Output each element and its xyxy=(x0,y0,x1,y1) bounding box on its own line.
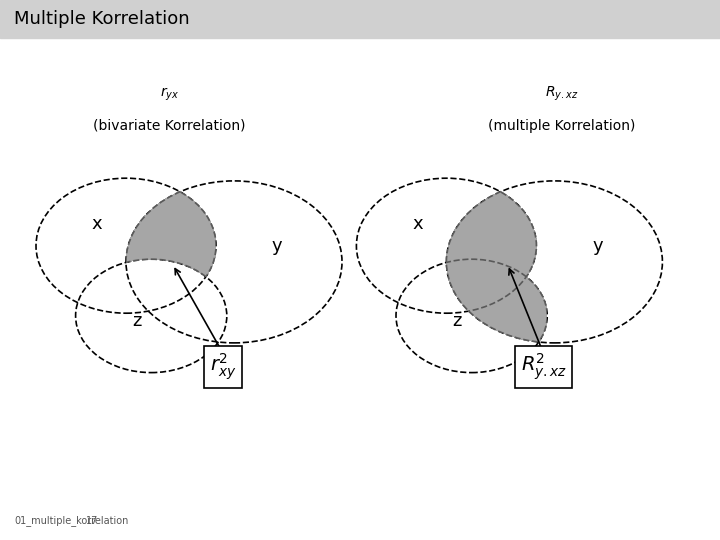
Text: $r_{yx}$: $r_{yx}$ xyxy=(160,85,179,103)
Bar xyxy=(0,0,720,38)
Text: $R^{2}_{y.xz}$: $R^{2}_{y.xz}$ xyxy=(521,352,567,382)
Text: x: x xyxy=(92,215,102,233)
Text: $R_{y.xz}$: $R_{y.xz}$ xyxy=(545,84,578,103)
Text: 17: 17 xyxy=(86,516,99,526)
Text: (multiple Korrelation): (multiple Korrelation) xyxy=(488,119,635,133)
Text: 01_multiple_korrelation: 01_multiple_korrelation xyxy=(14,516,129,526)
Text: x: x xyxy=(413,215,423,233)
Text: z: z xyxy=(132,312,142,330)
Text: $r^{2}_{xy}$: $r^{2}_{xy}$ xyxy=(210,352,236,382)
Text: y: y xyxy=(272,237,282,255)
Text: z: z xyxy=(452,312,462,330)
Text: Multiple Korrelation: Multiple Korrelation xyxy=(14,10,190,28)
Text: (bivariate Korrelation): (bivariate Korrelation) xyxy=(93,119,246,133)
Text: y: y xyxy=(593,237,603,255)
